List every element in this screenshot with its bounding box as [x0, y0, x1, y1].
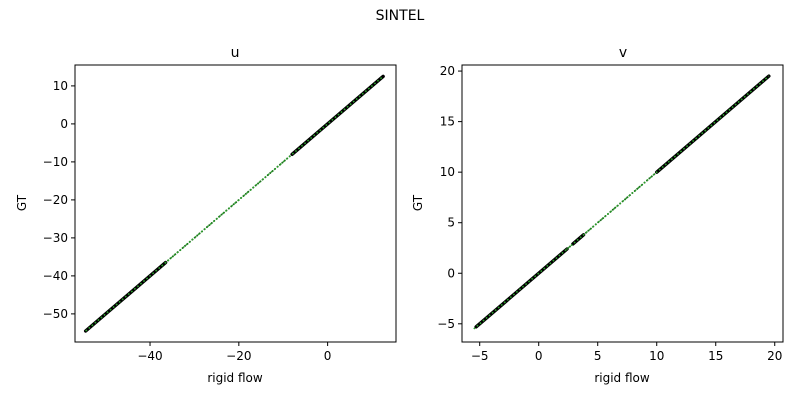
- y-axis-ticks: 10 0 −10 −20 −30 −40 −50: [43, 79, 75, 321]
- data-point: [220, 213, 223, 216]
- data-point: [587, 229, 590, 232]
- y-tick-label: −5: [437, 317, 455, 331]
- x-tick-label: 0: [535, 349, 543, 363]
- x-tick-label: 15: [708, 349, 723, 363]
- y-tick-label: 20: [440, 64, 455, 78]
- data-point: [208, 224, 211, 227]
- data-points: [290, 74, 385, 156]
- x-tick-label: −5: [471, 349, 489, 363]
- y-tick-label: −10: [43, 155, 68, 169]
- data-point: [626, 196, 629, 199]
- data-points: [474, 247, 569, 329]
- y-tick-label: −50: [43, 307, 68, 321]
- subplot-u: u −40 −20 0 100−10−20−30−40−50 rigid flow …: [15, 45, 397, 385]
- fit-line: [85, 75, 384, 332]
- data-point: [196, 234, 199, 237]
- x-axis-label: rigid flow: [594, 371, 650, 385]
- y-axis-label: GT: [15, 194, 29, 211]
- y-tick-label: 0: [447, 266, 455, 280]
- x-tick-label: −40: [137, 349, 162, 363]
- y-tick-label: −40: [43, 269, 68, 283]
- plot-area: [473, 74, 771, 330]
- data-point: [257, 182, 260, 185]
- y-tick-label: 0: [60, 117, 68, 131]
- data-point: [650, 175, 653, 178]
- y-axis-label: GT: [411, 194, 425, 211]
- x-tick-label: 0: [324, 349, 332, 363]
- axes-frame: [461, 64, 784, 343]
- subplot-title: v: [619, 45, 627, 61]
- x-tick-label: 10: [649, 349, 664, 363]
- x-axis-ticks: −40 −20 0: [137, 342, 331, 363]
- y-axis-ticks: 20 15 10 5 0 −5: [437, 64, 462, 331]
- x-axis-ticks: −5 0 5 10 15 20: [471, 342, 782, 363]
- data-point: [244, 192, 247, 195]
- y-tick-label: 5: [447, 216, 455, 230]
- plot-area: [83, 74, 385, 333]
- data-point: [648, 177, 651, 180]
- x-tick-label: 5: [594, 349, 602, 363]
- data-points: [655, 74, 771, 174]
- y-tick-label: −30: [43, 231, 68, 245]
- data-point: [281, 161, 284, 164]
- subplot-title: u: [231, 45, 240, 61]
- y-tick-label: −20: [43, 193, 68, 207]
- data-point: [624, 198, 627, 201]
- data-point: [636, 187, 639, 190]
- data-point: [171, 255, 174, 258]
- fit-line: [473, 75, 770, 330]
- data-point: [568, 245, 571, 248]
- data-point: [638, 185, 641, 188]
- x-tick-label: −20: [226, 349, 251, 363]
- data-point: [269, 172, 272, 175]
- figure-title: SINTEL: [376, 8, 425, 24]
- x-tick-label: 20: [767, 349, 782, 363]
- y-tick-label: 10: [53, 79, 68, 93]
- data-point: [566, 247, 569, 250]
- axes-frame: [74, 64, 397, 343]
- subplot-v: v −5 0 5 10 15 20 20 15 10 5 0 −5 rigid flow GT: [411, 45, 784, 385]
- data-point: [611, 208, 614, 211]
- data-point: [184, 244, 187, 247]
- data-point: [232, 203, 235, 206]
- y-tick-label: 15: [440, 115, 455, 129]
- data-point: [599, 219, 602, 222]
- x-axis-label: rigid flow: [207, 371, 263, 385]
- y-tick-label: 10: [440, 165, 455, 179]
